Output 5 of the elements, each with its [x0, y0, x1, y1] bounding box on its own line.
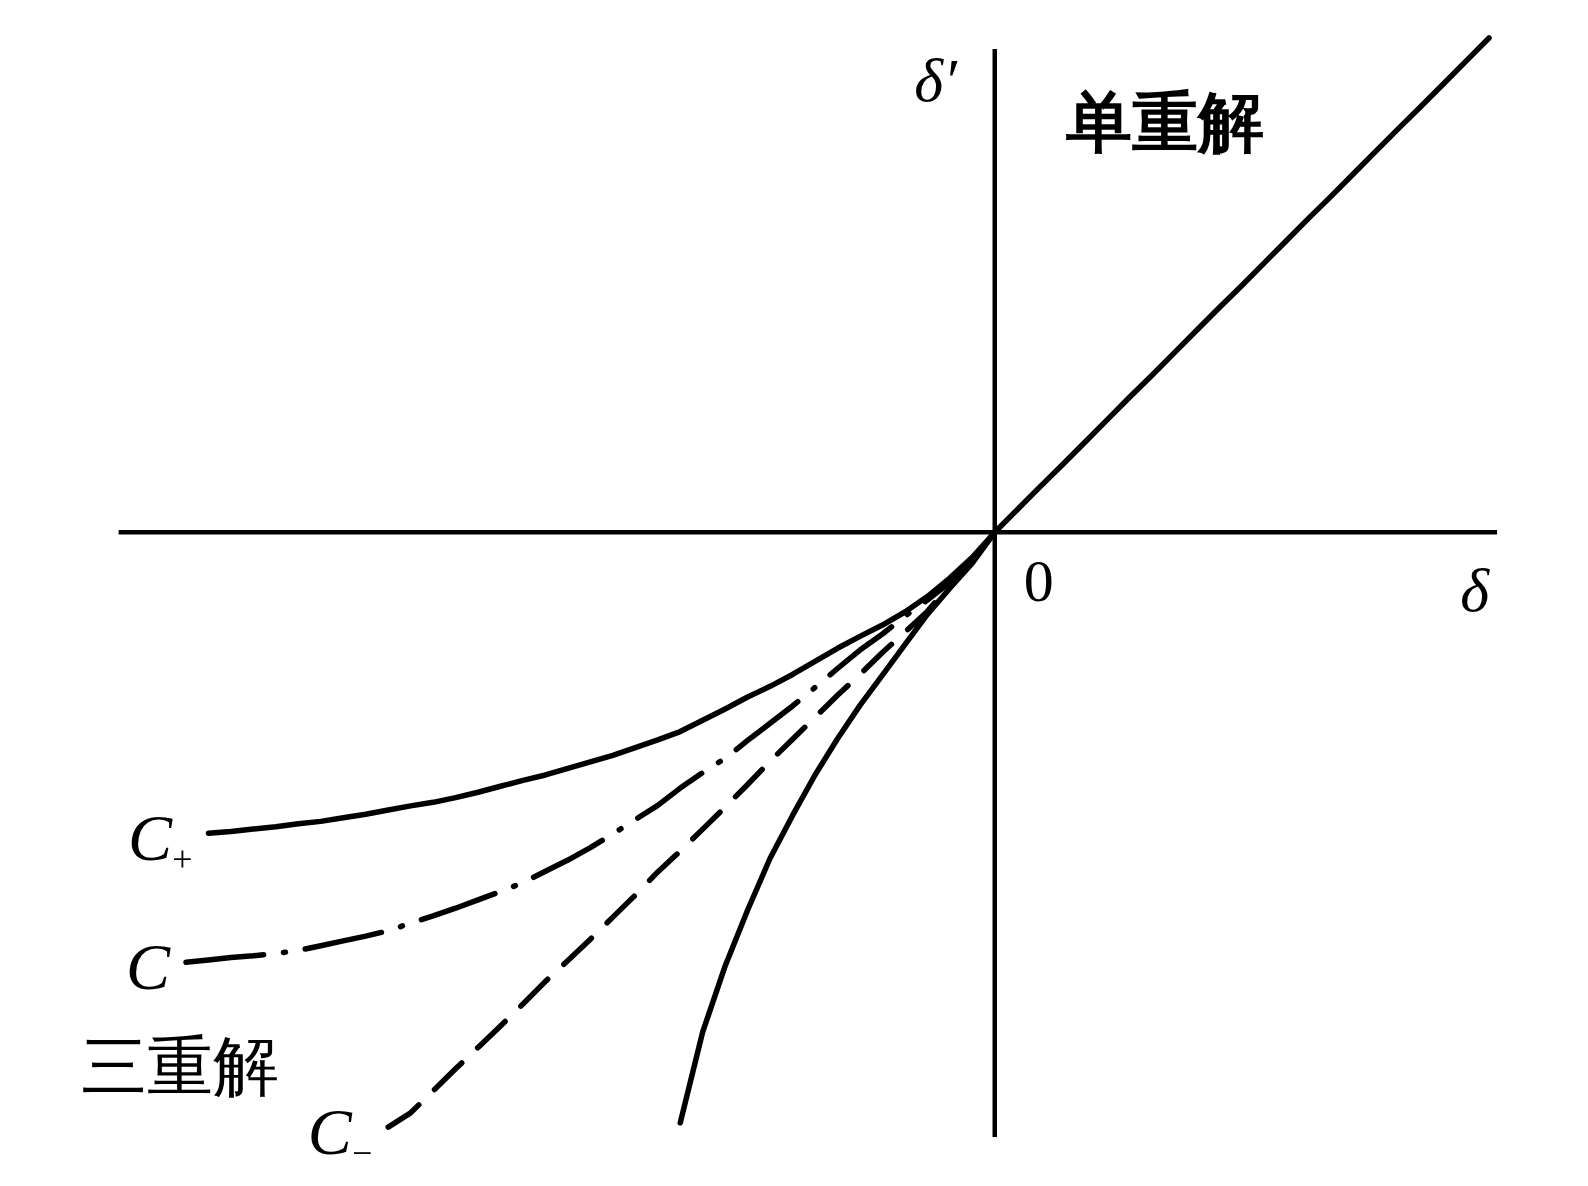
annotation: 单重解: [1065, 86, 1264, 159]
y-axis-title: δ′: [914, 46, 957, 114]
x-axis-title: δ: [1460, 556, 1489, 625]
annotation: 三重解: [81, 1030, 279, 1103]
annotation: 0: [1023, 548, 1054, 615]
